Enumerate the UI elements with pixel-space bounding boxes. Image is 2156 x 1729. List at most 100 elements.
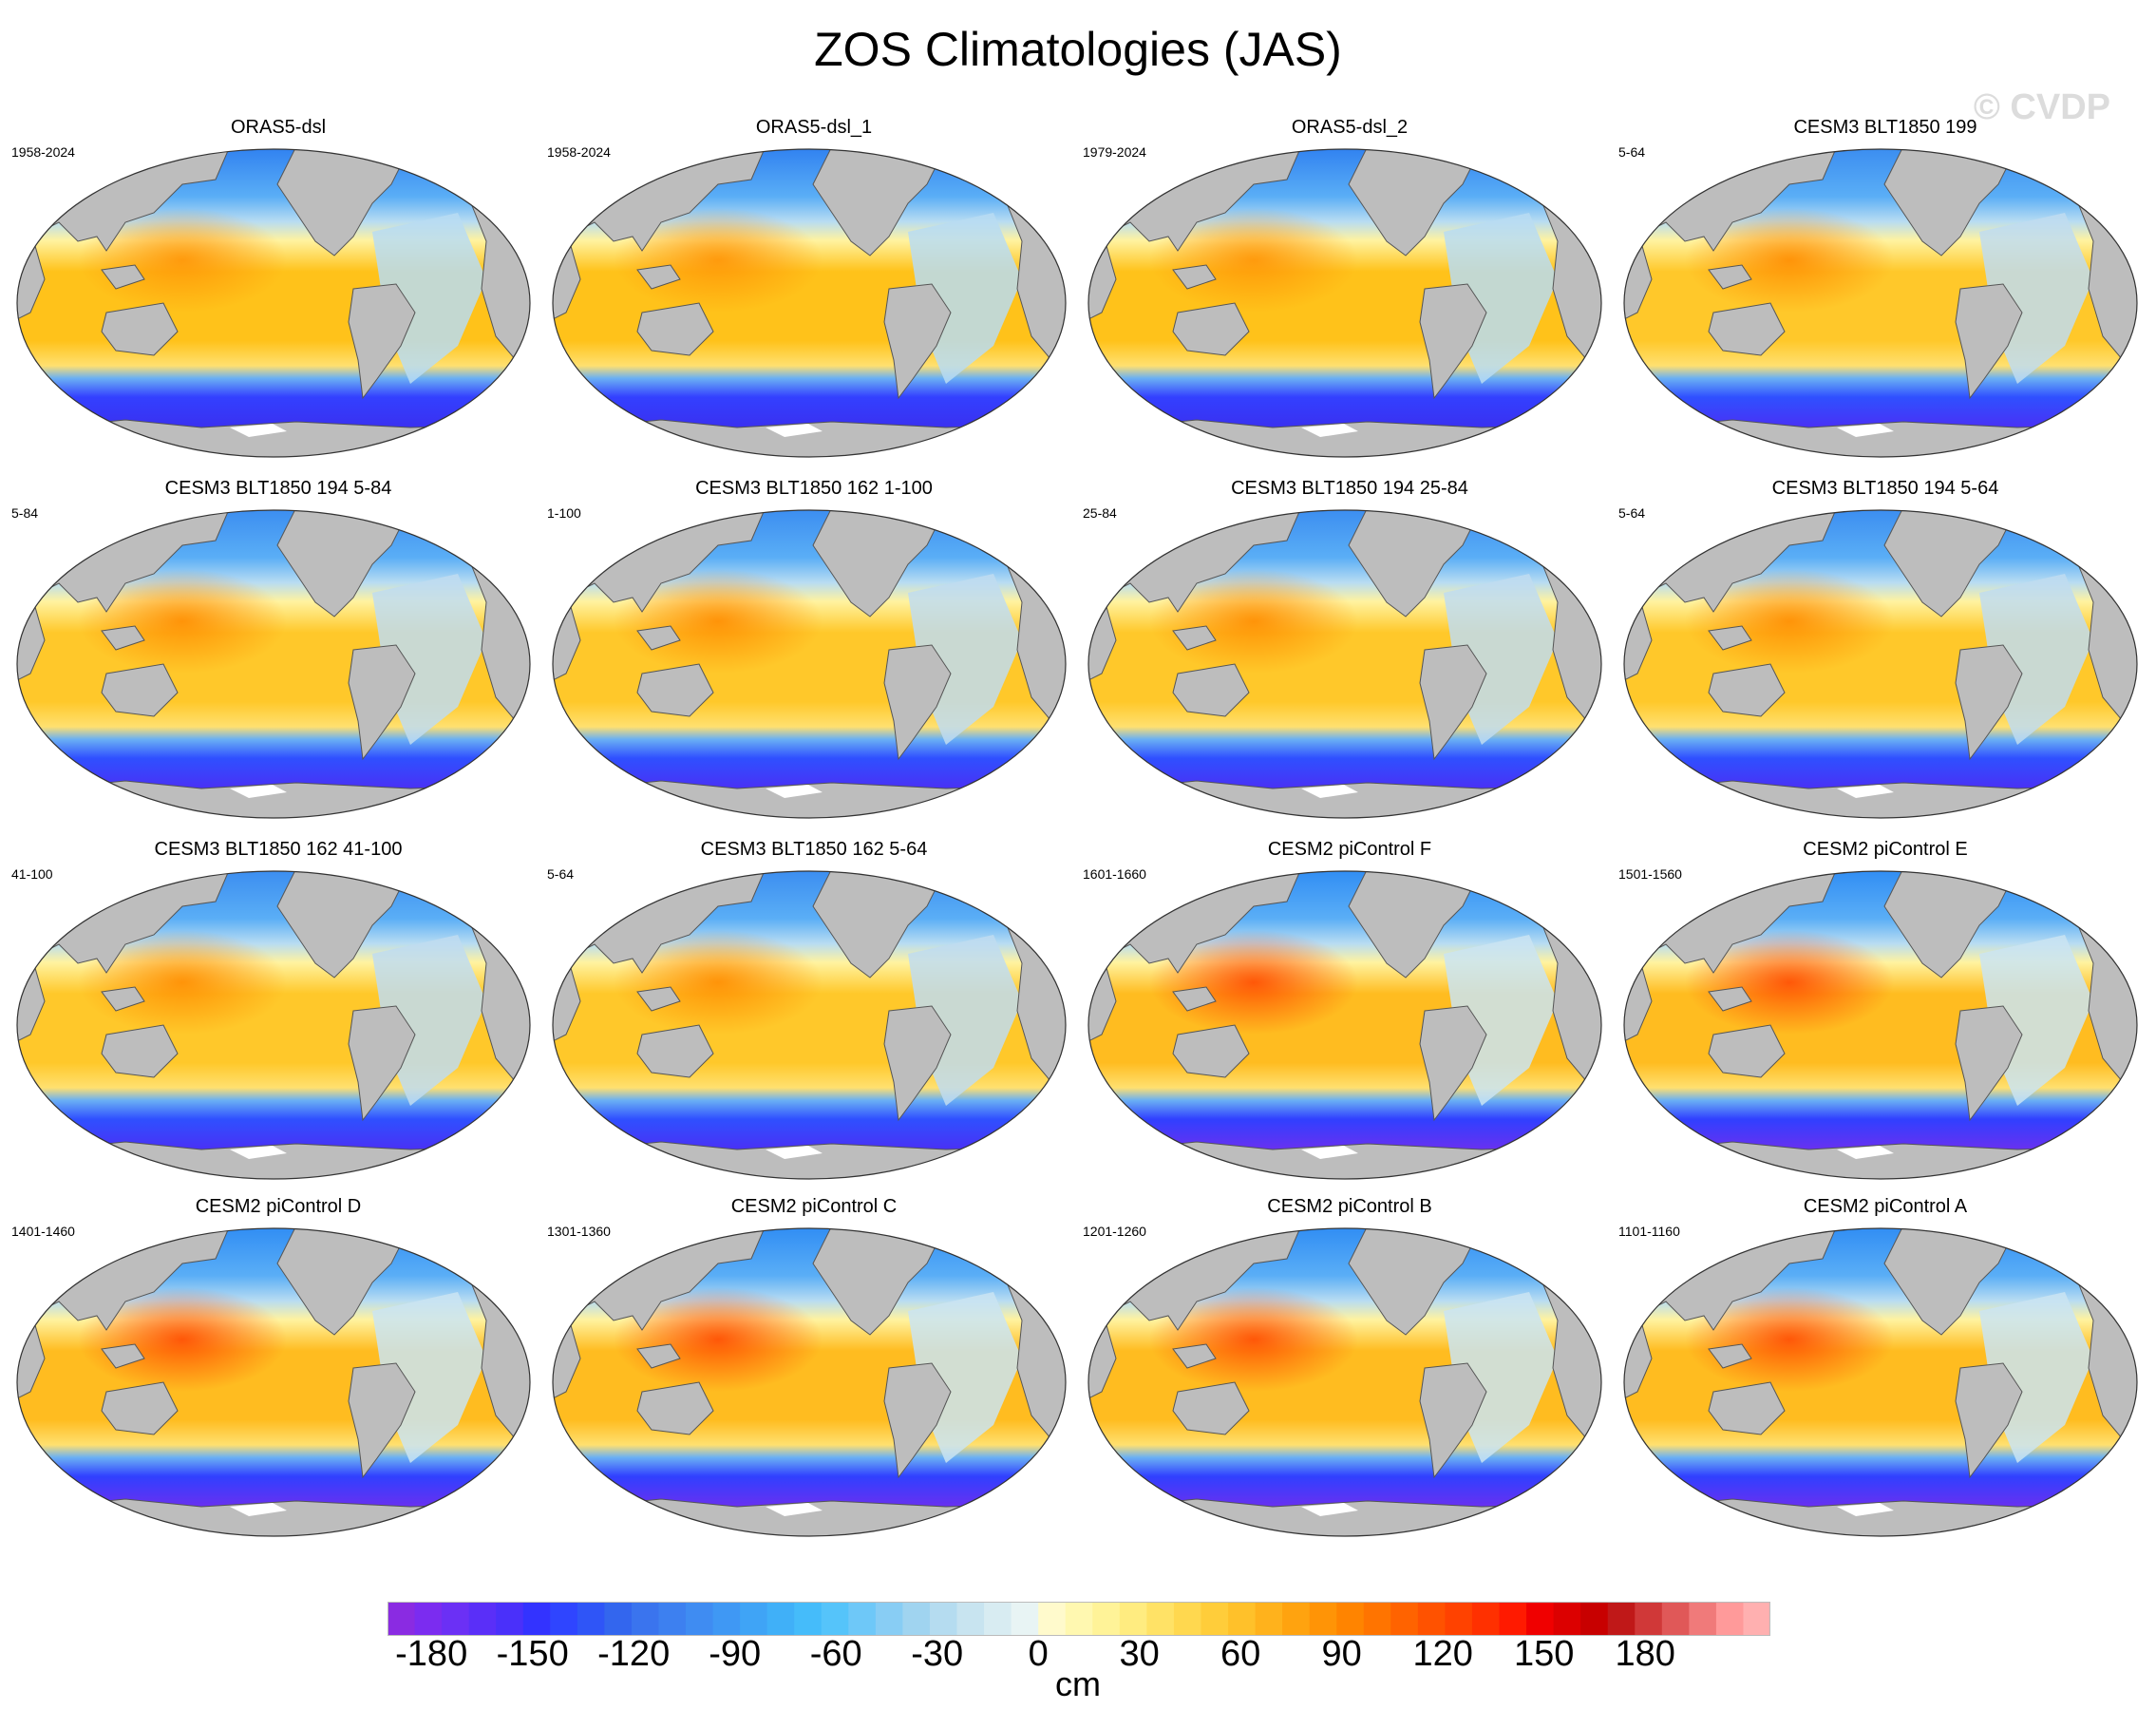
panel-period: 1958-2024 (547, 144, 611, 160)
colorbar-swatch (1743, 1602, 1770, 1636)
colorbar-tick-label: 90 (1321, 1634, 1362, 1674)
panel-period: 1201-1260 (1083, 1224, 1146, 1239)
map-panel: CESM2 piControl A 1101-1160 (1618, 1195, 2152, 1547)
colorbar-tick-label: -30 (911, 1634, 964, 1674)
colorbar-swatch (442, 1602, 470, 1636)
colorbar-swatch (1445, 1602, 1473, 1636)
zos-map (1087, 509, 1602, 819)
colorbar-swatch (414, 1602, 443, 1636)
panel-title: CESM3 BLT1850 194 5-84 (164, 478, 392, 499)
colorbar-tick-label: 180 (1615, 1634, 1675, 1674)
panel-title: ORAS5-dsl (230, 117, 327, 138)
colorbar-swatch (794, 1602, 823, 1636)
panel-period: 1979-2024 (1083, 144, 1146, 160)
colorbar-swatch (496, 1602, 524, 1636)
colorbar-swatch (577, 1602, 605, 1636)
colorbar-swatch (929, 1602, 958, 1636)
panel-title: CESM3 BLT1850 199 (1793, 117, 1977, 138)
colorbar-swatch (468, 1602, 497, 1636)
colorbar-swatch (1336, 1602, 1365, 1636)
panel-title: CESM3 BLT1850 194 25-84 (1231, 478, 1468, 499)
colorbar-tick-label: -90 (709, 1634, 762, 1674)
panel-title: CESM3 BLT1850 162 41-100 (154, 839, 403, 860)
panel-period: 5-64 (1618, 144, 1646, 160)
panel-title: CESM3 BLT1850 194 5-64 (1771, 478, 1999, 499)
panel-period: 1-100 (547, 505, 581, 521)
colorbar-swatch (1635, 1602, 1663, 1636)
colorbar (388, 1602, 1770, 1636)
map-panel: CESM3 BLT1850 162 5-64 5-64 (547, 838, 1081, 1189)
panel-title: CESM2 piControl A (1803, 1196, 1968, 1217)
map-panel: ORAS5-dsl_1 1958-2024 (547, 116, 1081, 467)
colorbar-swatch (1363, 1602, 1391, 1636)
colorbar-labels: -180 -150 -120 -90 -60 -30 0 30 60 90 120 150 180 (0, 1634, 2156, 1682)
colorbar-swatch (1580, 1602, 1609, 1636)
colorbar-tick-label: 60 (1220, 1634, 1261, 1674)
panel-period: 1501-1560 (1618, 866, 1682, 882)
colorbar-swatch (1255, 1602, 1283, 1636)
colorbar-swatch (1065, 1602, 1093, 1636)
colorbar-swatch (1309, 1602, 1337, 1636)
colorbar-swatch (1689, 1602, 1717, 1636)
zos-map (552, 1227, 1067, 1537)
colorbar-swatch (712, 1602, 741, 1636)
panel-period: 1958-2024 (11, 144, 75, 160)
colorbar-swatch (1553, 1602, 1581, 1636)
zos-map (552, 870, 1067, 1180)
panel-period: 1101-1160 (1618, 1224, 1680, 1239)
zos-map (16, 1227, 531, 1537)
map-panel: CESM2 piControl B 1201-1260 (1083, 1195, 1617, 1547)
panel-period: 25-84 (1083, 505, 1117, 521)
colorbar-swatch (604, 1602, 633, 1636)
map-panel: CESM2 piControl E 1501-1560 (1618, 838, 2152, 1189)
colorbar-swatch (1526, 1602, 1555, 1636)
zos-map (16, 148, 531, 458)
zos-map (16, 509, 531, 819)
colorbar-swatch (766, 1602, 795, 1636)
colorbar-swatch (1661, 1602, 1690, 1636)
colorbar-tick-label: 0 (1028, 1634, 1049, 1674)
colorbar-tick-label: -180 (395, 1634, 468, 1674)
colorbar-swatch (631, 1602, 660, 1636)
panel-period: 1601-1660 (1083, 866, 1146, 882)
panel-title: ORAS5-dsl_2 (1291, 117, 1409, 138)
colorbar-swatch (522, 1602, 551, 1636)
colorbar-swatch (1228, 1602, 1257, 1636)
zos-map (552, 148, 1067, 458)
page-title: ZOS Climatologies (JAS) (814, 23, 1342, 76)
zos-map (1623, 1227, 2138, 1537)
map-panel: CESM2 piControl C 1301-1360 (547, 1195, 1081, 1547)
zos-map (1087, 1227, 1602, 1537)
watermark: © CVDP (1973, 87, 2110, 127)
zos-map (1623, 870, 2138, 1180)
colorbar-swatch (550, 1602, 578, 1636)
panel-title: CESM3 BLT1850 162 5-64 (700, 839, 928, 860)
colorbar-swatch (740, 1602, 768, 1636)
colorbar-swatch (1715, 1602, 1745, 1636)
colorbar-swatch (686, 1602, 714, 1636)
colorbar-tick-label: 150 (1513, 1634, 1575, 1674)
map-panel: CESM2 piControl D 1401-1460 (11, 1195, 545, 1547)
colorbar-swatch (875, 1602, 904, 1636)
panel-title: CESM2 piControl B (1267, 1196, 1432, 1217)
colorbar-swatch (1607, 1602, 1636, 1636)
panel-period: 5-64 (1618, 505, 1646, 521)
colorbar-swatch (1282, 1602, 1311, 1636)
colorbar-swatch (1173, 1602, 1202, 1636)
colorbar-swatch (1390, 1602, 1419, 1636)
panel-title: CESM2 piControl D (195, 1196, 362, 1217)
colorbar-swatch (902, 1602, 931, 1636)
map-panel: CESM3 BLT1850 194 5-84 5-84 (11, 477, 545, 828)
colorbar-swatch (1499, 1602, 1527, 1636)
colorbar-swatch (1119, 1602, 1147, 1636)
panel-title: CESM2 piControl C (730, 1196, 898, 1217)
colorbar-swatch (658, 1602, 687, 1636)
colorbar-swatch (1011, 1602, 1039, 1636)
colorbar-swatch (1146, 1602, 1175, 1636)
zos-map (1087, 148, 1602, 458)
zos-map (1623, 509, 2138, 819)
panel-title: CESM2 piControl F (1267, 839, 1432, 860)
map-panel: CESM3 BLT1850 162 41-100 41-100 (11, 838, 545, 1189)
colorbar-swatch (1092, 1602, 1121, 1636)
colorbar-swatch (848, 1602, 877, 1636)
